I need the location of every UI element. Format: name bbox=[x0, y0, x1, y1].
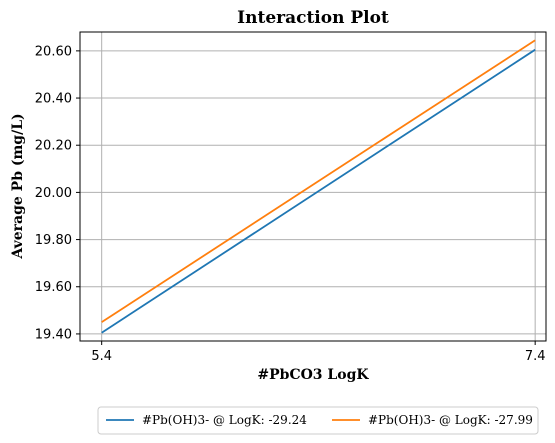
series-lines bbox=[101, 39, 536, 334]
y-tick-label: 19.60 bbox=[35, 280, 72, 295]
legend: #Pb(OH)3- @ LogK: -29.24 #Pb(OH)3- @ Log… bbox=[97, 406, 539, 435]
y-tick-label: 20.00 bbox=[35, 186, 72, 201]
series-line-1 bbox=[101, 48, 536, 334]
y-tick-label: 19.40 bbox=[35, 327, 72, 342]
legend-box bbox=[97, 406, 539, 435]
x-axis-ticks: 5.4 7.4 bbox=[91, 341, 546, 364]
legend-label-series-2: #Pb(OH)3- @ LogK: -27.99 bbox=[368, 413, 533, 427]
legend-label-series-1: #Pb(OH)3- @ LogK: -29.24 bbox=[142, 413, 307, 427]
series-line-2 bbox=[101, 39, 536, 323]
y-tick-label: 20.60 bbox=[35, 44, 72, 59]
y-tick-label: 20.20 bbox=[35, 139, 72, 154]
x-tick-label: 7.4 bbox=[525, 349, 546, 364]
y-axis-ticks: 19.40 19.60 19.80 20.00 20.20 20.40 20.60 bbox=[35, 44, 80, 342]
x-axis-label: #PbCO3 LogK bbox=[257, 367, 369, 383]
x-tick-label: 5.4 bbox=[91, 349, 112, 364]
chart-title: Interaction Plot bbox=[237, 8, 389, 28]
y-tick-label: 20.40 bbox=[35, 92, 72, 107]
y-axis-label: Average Pb (mg/L) bbox=[10, 113, 26, 259]
y-tick-label: 19.80 bbox=[35, 233, 72, 248]
plot-area-frame bbox=[79, 31, 547, 342]
